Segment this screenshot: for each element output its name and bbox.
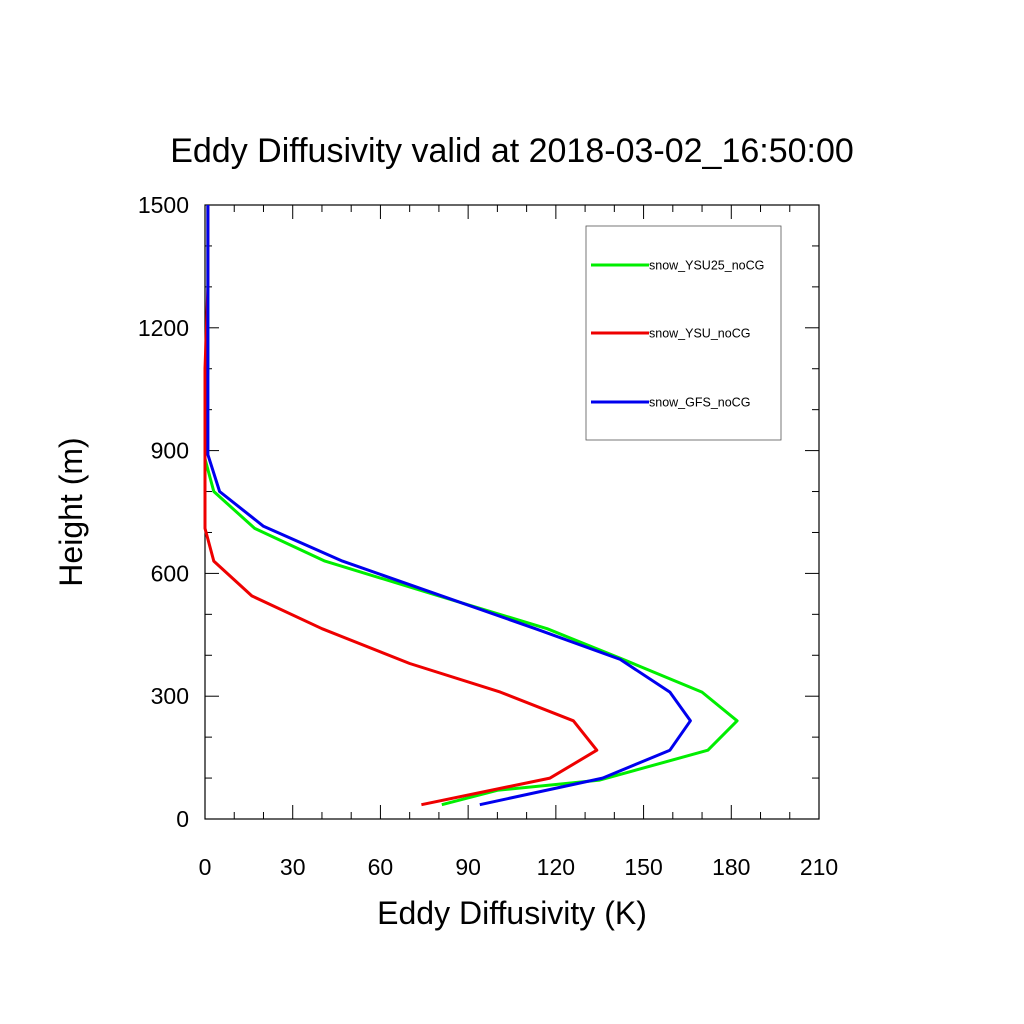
series-line-snow_GFS_noCG xyxy=(206,205,692,807)
axes-frame: 0 30 60 90 120 150 180 210 0 300 600 900 1200 1500 xyxy=(138,192,838,880)
x-tick-label: 180 xyxy=(712,854,750,880)
y-tick-label: 1200 xyxy=(138,315,189,341)
y-tick-label: 600 xyxy=(151,560,189,586)
legend-label: snow_YSU_noCG xyxy=(649,327,750,341)
legend: snow_YSU25_noCG snow_YSU_noCG snow_GFS_noC… xyxy=(585,225,782,441)
x-axis-label: Eddy Diffusivity (K) xyxy=(377,895,647,931)
x-tick-label: 30 xyxy=(280,854,306,880)
x-tick-label: 0 xyxy=(199,854,212,880)
x-tick-label: 120 xyxy=(537,854,575,880)
series-group xyxy=(203,205,739,807)
legend-label: snow_YSU25_noCG xyxy=(649,259,764,273)
y-tick-label: 300 xyxy=(151,683,189,709)
y-tick-label: 900 xyxy=(151,438,189,464)
x-tick-label: 150 xyxy=(624,854,662,880)
legend-label: snow_GFS_noCG xyxy=(649,396,750,410)
x-tick-label: 90 xyxy=(455,854,481,880)
x-tick-label: 60 xyxy=(368,854,394,880)
y-axis-label: Height (m) xyxy=(53,437,89,586)
series-line-snow_YSU_noCG xyxy=(203,205,599,807)
y-tick-label: 1500 xyxy=(138,192,189,218)
x-tick-label: 210 xyxy=(800,854,838,880)
y-tick-label: 0 xyxy=(176,806,189,832)
chart-title: Eddy Diffusivity valid at 2018-03-02_16:… xyxy=(170,132,854,170)
